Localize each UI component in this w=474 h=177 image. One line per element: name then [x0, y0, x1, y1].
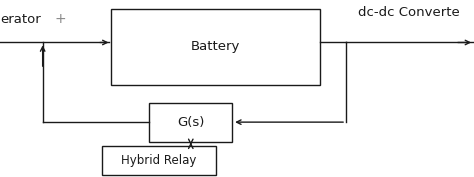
Text: +: +: [55, 12, 66, 27]
Text: dc-dc Converte: dc-dc Converte: [358, 6, 460, 19]
Text: Hybrid Relay: Hybrid Relay: [121, 154, 197, 167]
Bar: [111, 9, 320, 85]
Bar: [149, 103, 232, 142]
Text: Battery: Battery: [191, 40, 240, 53]
Text: erator: erator: [0, 13, 41, 26]
Bar: [102, 146, 216, 175]
Text: G(s): G(s): [177, 116, 204, 129]
